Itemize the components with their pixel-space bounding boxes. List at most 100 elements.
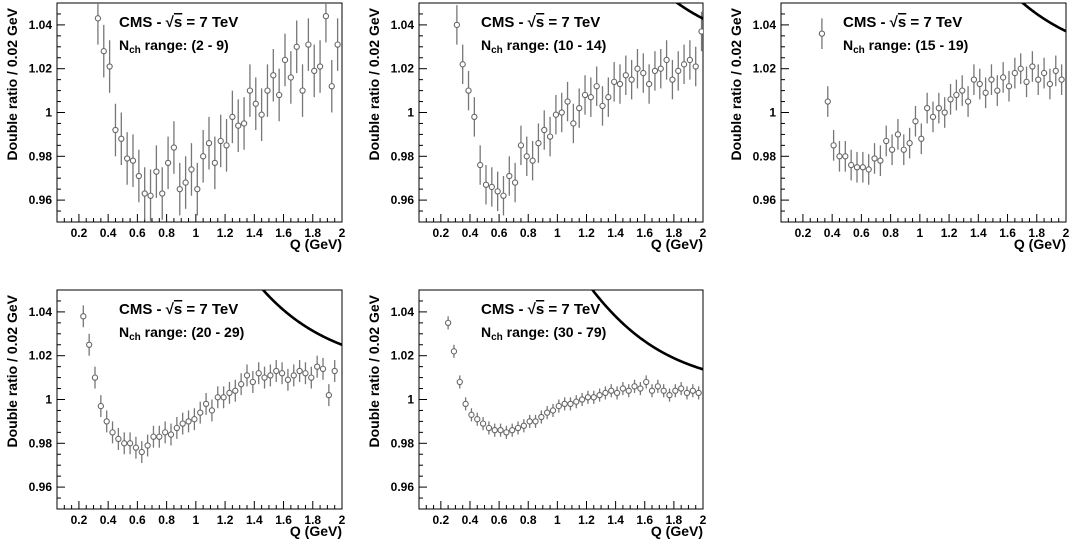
x-axis-label: Q (GeV) bbox=[290, 236, 342, 252]
data-point bbox=[970, 76, 978, 83]
data-point bbox=[900, 146, 907, 153]
data-points bbox=[94, 3, 341, 222]
data-point bbox=[1000, 74, 1007, 81]
data-point bbox=[514, 424, 522, 432]
chart-panel-3: 0.2 0.4 0.6 0.8 1 1.2 1.4 1.6 1.8 2 0.96 0.98 1 1.02 1… bbox=[728, 2, 1070, 252]
data-point bbox=[675, 67, 682, 75]
data-point bbox=[164, 159, 172, 167]
x-axis-label: Q (GeV) bbox=[651, 523, 703, 539]
data-point bbox=[214, 394, 221, 401]
y-tick-label: 1.02 bbox=[391, 349, 415, 363]
data-point bbox=[628, 76, 635, 83]
data-point bbox=[182, 179, 189, 186]
data-point bbox=[532, 418, 539, 425]
data-point bbox=[162, 429, 169, 436]
data-point bbox=[640, 69, 647, 77]
data-point bbox=[331, 367, 338, 375]
data-point bbox=[91, 374, 99, 381]
data-point bbox=[654, 383, 662, 390]
nch-range-label: Nch range: (10 - 14) bbox=[481, 37, 606, 56]
data-point bbox=[488, 183, 495, 191]
x-tick-label: 1.8 bbox=[666, 513, 683, 527]
data-point bbox=[494, 188, 501, 195]
data-point bbox=[865, 166, 872, 173]
y-tick-label: 0.96 bbox=[391, 193, 415, 207]
y-tick-label: 0.98 bbox=[29, 149, 53, 163]
data-point bbox=[622, 72, 629, 79]
data-point bbox=[185, 418, 192, 425]
data-point bbox=[549, 407, 557, 414]
y-tick-label: 0.96 bbox=[29, 480, 53, 494]
data-point bbox=[605, 94, 612, 101]
y-tick-label: 1 bbox=[407, 393, 414, 407]
data-point bbox=[529, 157, 536, 164]
data-point bbox=[686, 56, 694, 64]
x-tick-label: 1.2 bbox=[217, 513, 234, 527]
y-axis-label: Double ratio / 0.02 GeV bbox=[4, 7, 20, 160]
data-point bbox=[86, 341, 93, 348]
y-tick-label: 1.04 bbox=[29, 18, 53, 32]
data-point bbox=[888, 146, 896, 153]
data-point bbox=[894, 131, 902, 138]
data-point bbox=[258, 111, 265, 118]
data-point bbox=[167, 431, 175, 438]
data-point bbox=[906, 140, 913, 147]
data-point bbox=[842, 153, 849, 160]
data-point bbox=[264, 87, 271, 94]
data-point bbox=[573, 398, 580, 405]
data-point bbox=[334, 41, 341, 48]
data-point bbox=[1029, 63, 1036, 70]
x-tick-label: 0.2 bbox=[433, 226, 450, 240]
x-tick-label: 0.8 bbox=[520, 513, 537, 527]
data-point bbox=[935, 104, 942, 112]
data-point bbox=[232, 387, 239, 394]
data-point bbox=[319, 365, 327, 372]
data-point bbox=[80, 313, 87, 320]
data-point bbox=[643, 378, 650, 386]
x-tick-label: 2 bbox=[339, 226, 346, 240]
x-tick-label: 2 bbox=[1063, 226, 1070, 240]
data-point bbox=[683, 389, 691, 397]
x-tick-label: 0.2 bbox=[795, 226, 812, 240]
data-point bbox=[824, 98, 831, 105]
data-points bbox=[444, 316, 702, 439]
data-point bbox=[982, 89, 989, 96]
x-tick-label: 1.8 bbox=[1028, 226, 1045, 240]
data-point bbox=[976, 80, 983, 88]
data-point bbox=[538, 413, 545, 421]
data-point bbox=[666, 391, 673, 399]
data-point bbox=[1058, 76, 1065, 83]
data-point bbox=[474, 416, 481, 423]
x-tick-label: 2 bbox=[339, 513, 346, 527]
data-point bbox=[883, 137, 890, 145]
data-point bbox=[311, 67, 318, 75]
data-point bbox=[1040, 69, 1048, 77]
data-point bbox=[444, 319, 452, 326]
data-point bbox=[593, 83, 600, 90]
data-point bbox=[106, 63, 113, 70]
x-tick-label: 1.6 bbox=[275, 226, 292, 240]
nch-range-label: Nch range: (15 - 19) bbox=[843, 37, 968, 56]
data-point bbox=[964, 98, 972, 105]
x-tick-label: 1.6 bbox=[999, 226, 1016, 240]
data-point bbox=[645, 80, 653, 88]
data-point bbox=[491, 427, 498, 434]
data-point bbox=[988, 76, 995, 83]
x-tick-label: 0.4 bbox=[824, 226, 841, 240]
data-point bbox=[596, 391, 603, 399]
data-point bbox=[299, 87, 306, 94]
data-point bbox=[818, 30, 826, 37]
data-point bbox=[328, 83, 335, 90]
data-point bbox=[848, 161, 855, 169]
x-tick-label: 1.4 bbox=[607, 513, 624, 527]
y-tick-label: 1 bbox=[45, 106, 52, 120]
data-point bbox=[453, 21, 461, 29]
data-point bbox=[170, 144, 178, 151]
data-point bbox=[497, 427, 504, 434]
data-point bbox=[558, 109, 565, 116]
data-point bbox=[526, 418, 533, 425]
x-tick-label: 0.4 bbox=[100, 513, 117, 527]
y-tick-label: 1.04 bbox=[391, 305, 415, 319]
x-tick-label: 1.2 bbox=[941, 226, 958, 240]
data-point bbox=[202, 400, 210, 408]
